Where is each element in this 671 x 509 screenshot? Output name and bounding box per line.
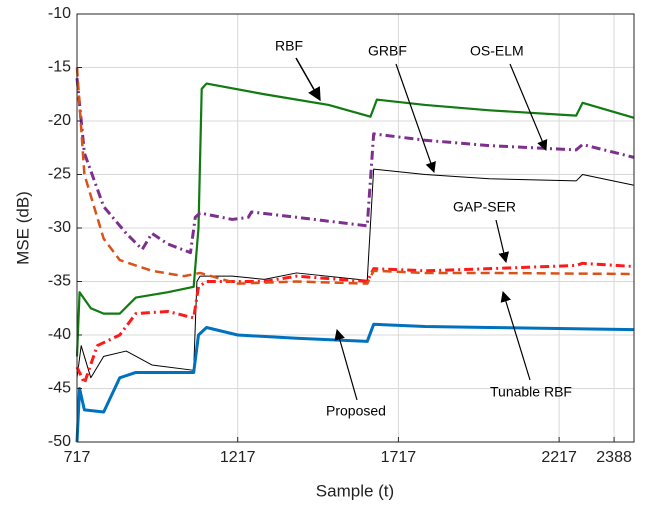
annotation-arrow bbox=[500, 290, 531, 381]
annotation-arrow bbox=[295, 57, 321, 102]
series-line bbox=[75, 67, 635, 285]
annotation-arrow bbox=[334, 328, 358, 401]
x-tick-label: 1217 bbox=[220, 449, 256, 466]
series-line bbox=[75, 82, 635, 357]
series-line bbox=[75, 261, 635, 385]
y-tick-label: -30 bbox=[48, 219, 71, 236]
annotation: GAP-SER bbox=[453, 199, 516, 215]
series-line bbox=[75, 78, 635, 255]
x-tick-label: 2217 bbox=[541, 449, 577, 466]
y-tick-label: -25 bbox=[48, 166, 71, 183]
annotation-arrow bbox=[509, 63, 548, 151]
annotation: OS-ELM bbox=[470, 43, 524, 59]
annotation-arrow bbox=[395, 63, 436, 174]
y-tick-label: -50 bbox=[48, 433, 71, 450]
series-line bbox=[75, 322, 635, 443]
annotation: Proposed bbox=[326, 403, 386, 419]
y-tick-label: -20 bbox=[48, 112, 71, 129]
annotation: RBF bbox=[275, 38, 303, 54]
y-tick-label: -35 bbox=[48, 273, 71, 290]
annotation-arrow bbox=[495, 219, 510, 264]
y-tick-label: -10 bbox=[48, 5, 71, 22]
y-tick-label: -15 bbox=[48, 59, 71, 76]
annotations: RBF GRBF OS-ELM GAP-SER Tunable RBF Prop… bbox=[275, 38, 572, 419]
y-tick-label: -45 bbox=[48, 380, 71, 397]
y-axis-label: MSE (dB) bbox=[13, 191, 32, 265]
annotation: Tunable RBF bbox=[490, 384, 572, 400]
x-axis-label: Sample (t) bbox=[316, 481, 394, 500]
annotation: GRBF bbox=[368, 43, 407, 59]
x-tick-label: 2388 bbox=[596, 449, 632, 466]
lines bbox=[75, 67, 635, 443]
x-tick-label: 1717 bbox=[381, 449, 417, 466]
series-line bbox=[76, 168, 635, 379]
x-tick-label: 717 bbox=[64, 449, 91, 466]
y-tick-label: -40 bbox=[48, 326, 71, 343]
